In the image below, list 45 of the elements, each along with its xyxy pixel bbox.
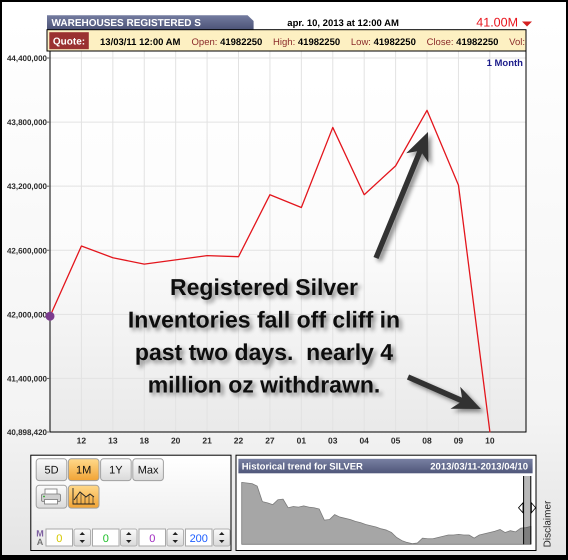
button: Max: [132, 458, 164, 482]
text: 13/03/11 12:00 AM: [100, 37, 181, 48]
text: Disclaimer: [542, 500, 554, 548]
x-tick-label: 18: [140, 436, 150, 446]
text: Open: 41982250: [192, 37, 262, 48]
text: 41.00M: [476, 16, 518, 30]
text: 200: [190, 532, 208, 545]
x-tick-label: 10: [485, 436, 495, 446]
text: MA: [36, 528, 44, 547]
text: 0: [102, 532, 109, 545]
button: 1M: [68, 458, 100, 482]
button: 1Y: [100, 458, 132, 482]
y-tick-label: 43,800,000: [6, 118, 48, 128]
text: High: 41982250: [273, 37, 340, 48]
chart-subtitle: 2013/03/11-2013/04/10: [430, 461, 528, 472]
x-tick-label: 22: [234, 436, 244, 446]
text: Quote:: [52, 36, 86, 48]
y-tick-label: 40,898,420: [6, 428, 48, 437]
x-tick-label: 04: [359, 436, 370, 446]
y-tick-label: 43,200,000: [6, 182, 48, 192]
x-tick-label: 13: [108, 436, 118, 446]
x-tick-label: 09: [454, 436, 464, 446]
annotation: 1 Month: [486, 58, 524, 69]
y-tick-label: 41,400,000: [6, 374, 48, 384]
chart-title: WAREHOUSES REGISTERED S: [52, 18, 202, 29]
chart-title: Historical trend for SILVER: [242, 461, 364, 472]
text: Low: 41982250: [350, 37, 416, 48]
button: 5D: [36, 458, 68, 482]
annotation: Registered Silver Inventories fall off cliff in past two days. nearly 4 million oz withdrawn.: [128, 274, 400, 398]
x-tick-label: 01: [296, 436, 306, 446]
text: Vol:: [509, 37, 526, 48]
y-tick-label: 42,000,000: [6, 310, 48, 320]
y-tick-label: 44,400,000: [6, 54, 48, 63]
x-tick-label: 08: [422, 436, 432, 446]
chart-subtitle: apr. 10, 2013 at 12:00 AM: [287, 18, 399, 29]
text: 0: [56, 532, 62, 545]
y-tick-label: 42,600,000: [6, 246, 48, 256]
x-tick-label: 03: [328, 436, 338, 446]
x-tick-label: 21: [202, 436, 212, 446]
x-tick-label: 12: [76, 436, 86, 446]
x-tick-label: 05: [390, 436, 401, 446]
text: Close: 41982250: [426, 37, 498, 48]
x-tick-label: 20: [170, 436, 181, 446]
text: 0: [149, 532, 156, 545]
x-tick-label: 27: [265, 436, 275, 446]
